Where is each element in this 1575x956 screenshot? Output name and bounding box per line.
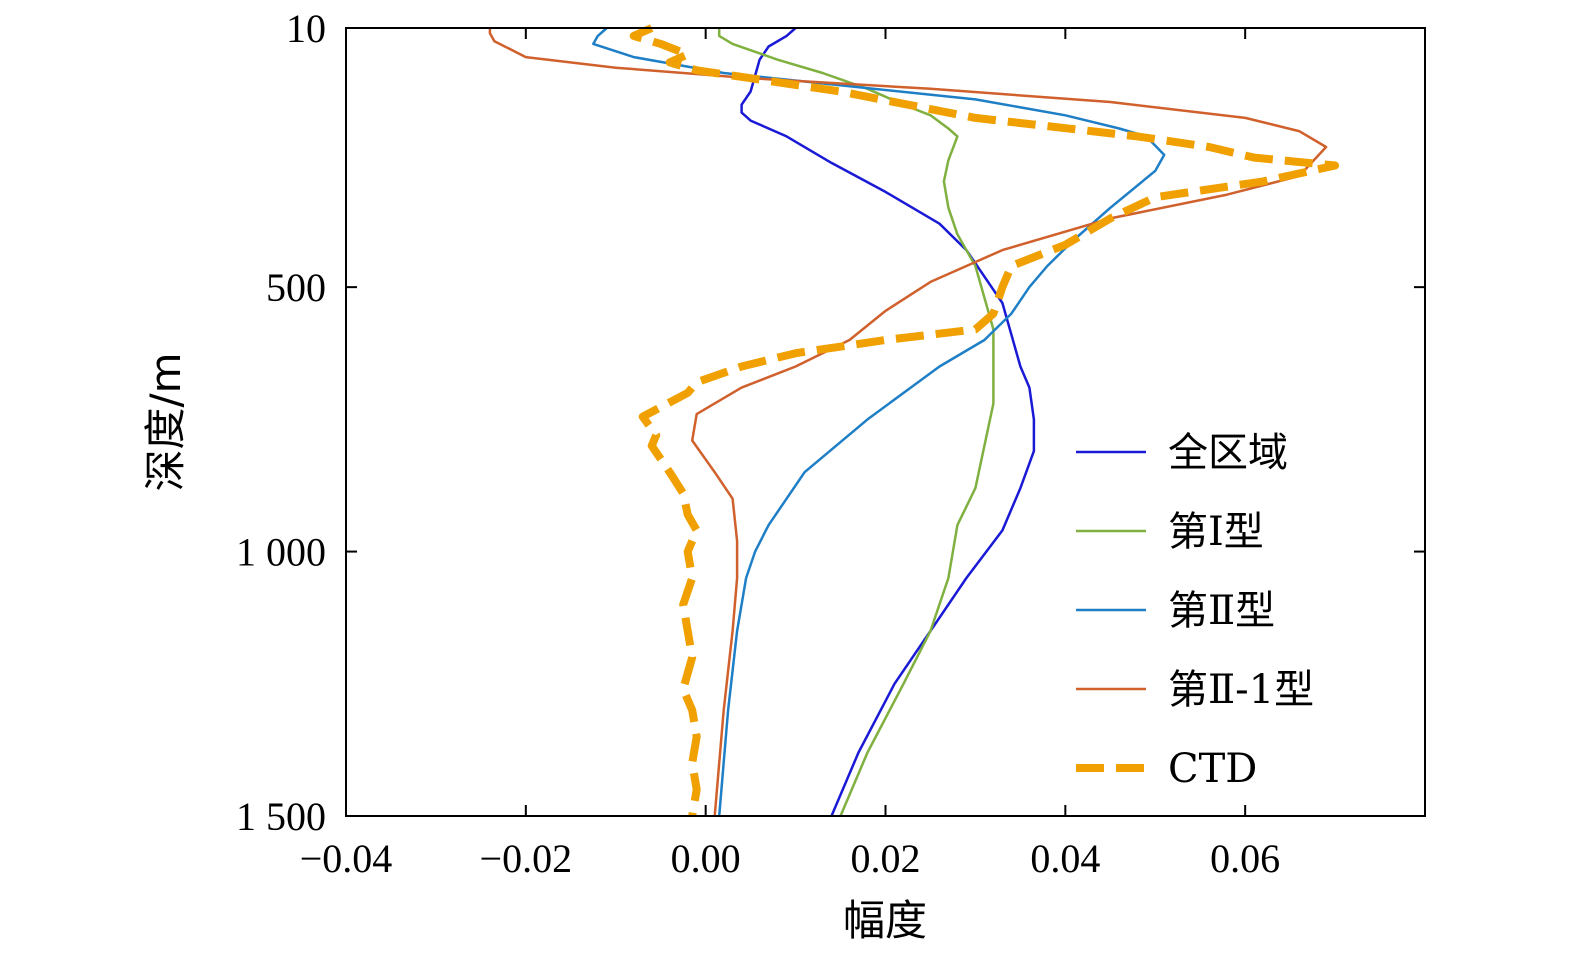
series-line-4 xyxy=(629,24,1340,817)
legend-label-4: CTD xyxy=(1168,746,1257,792)
x-tick-label-2: 0.00 xyxy=(671,836,741,881)
legend-label-2: 第Ⅱ型 xyxy=(1168,588,1275,634)
y-tick-label-2: 1 000 xyxy=(236,530,326,575)
legend-label-0: 全区域 xyxy=(1168,430,1288,476)
x-tick-label-0: −0.04 xyxy=(300,836,393,881)
x-tick-label-5: 0.06 xyxy=(1210,836,1280,881)
y-tick-label-1: 500 xyxy=(266,265,326,310)
legend-label-1: 第Ⅰ型 xyxy=(1168,509,1264,555)
axis-tick-labels: −0.04 −0.02 0.00 0.02 0.04 0.06 10 500 1 000 1 50… xyxy=(236,6,1280,881)
x-tick-label-3: 0.02 xyxy=(851,836,921,881)
y-tick-label-0: 10 xyxy=(286,6,326,51)
y-axis-title: 深度/m xyxy=(141,352,190,491)
x-tick-label-1: −0.02 xyxy=(480,836,573,881)
plot-series xyxy=(488,24,1340,817)
series-line-2 xyxy=(592,27,1166,817)
x-axis-title: 幅度 xyxy=(843,896,927,945)
axis-ticks xyxy=(345,27,1425,817)
legend-label-3: 第Ⅱ-1型 xyxy=(1168,667,1314,713)
series-line-1 xyxy=(717,28,995,817)
x-tick-label-4: 0.04 xyxy=(1030,836,1100,881)
y-tick-label-3: 1 500 xyxy=(236,794,326,839)
